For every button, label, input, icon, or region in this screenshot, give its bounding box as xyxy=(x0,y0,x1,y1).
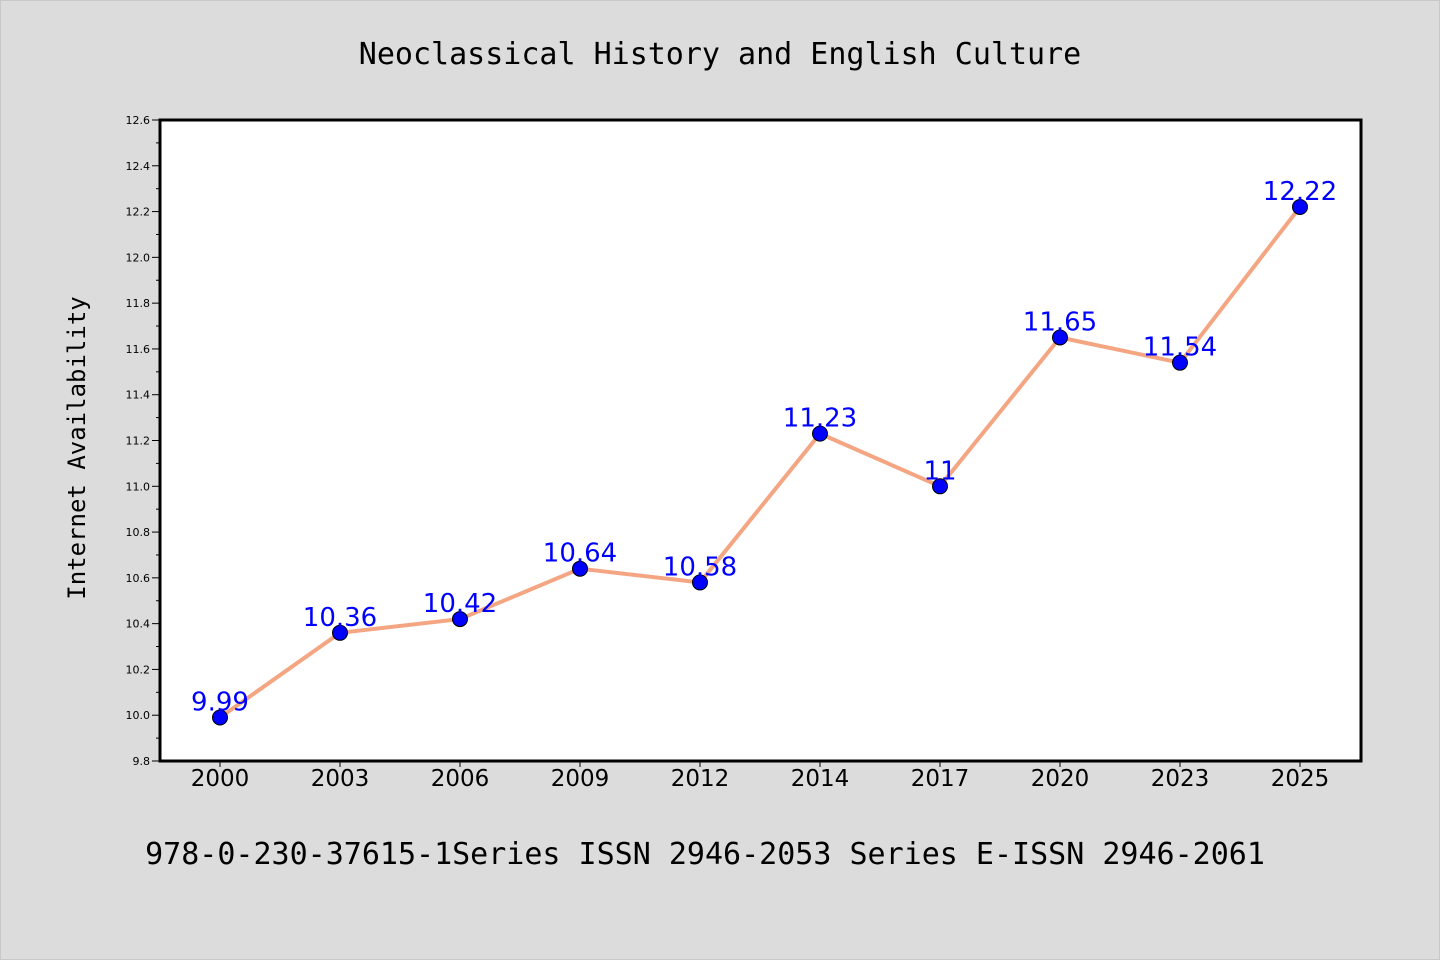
y-tick-label: 10.2 xyxy=(126,663,151,676)
x-tick-label: 2000 xyxy=(191,766,250,792)
data-value-label: 12.22 xyxy=(1263,177,1337,207)
data-point-marker xyxy=(572,560,588,577)
y-tick-label: 12.6 xyxy=(126,114,151,127)
data-markers xyxy=(212,198,1308,726)
data-point-marker xyxy=(1172,354,1188,371)
x-tick-label: 2006 xyxy=(431,766,490,792)
chart-title: Neoclassical History and English Culture xyxy=(359,37,1081,72)
series-line xyxy=(218,205,1302,720)
x-tick-label: 2020 xyxy=(1031,766,1090,792)
y-tick-label: 10.6 xyxy=(126,572,151,585)
plot-area xyxy=(158,118,1363,763)
x-tick-label: 2014 xyxy=(791,766,850,792)
x-tick-label: 2012 xyxy=(671,766,730,792)
y-axis-ticks: 9.8 10.0 10.2 10.4 10.6 10.8 11.0 11.2 11.4 11.6 1… xyxy=(126,114,160,768)
data-value-label: 11.65 xyxy=(1023,307,1097,337)
data-labels: 9.99 10.36 10.42 10.64 10.58 11.23 11 11.65 11.5… xyxy=(191,177,1337,718)
footer-isbn-text: 978-0-230-37615-1Series ISSN 2946-2053 S… xyxy=(145,837,1265,872)
series-polyline xyxy=(218,205,1302,720)
data-value-label: 10.42 xyxy=(423,589,497,619)
y-tick-label: 10.4 xyxy=(126,618,151,631)
data-value-label: 10.64 xyxy=(543,539,617,569)
data-point-marker xyxy=(212,709,228,726)
y-tick-label: 11.4 xyxy=(126,389,151,402)
x-tick-label: 2025 xyxy=(1271,766,1330,792)
y-tick-label: 11.8 xyxy=(126,297,151,310)
data-value-label: 10.36 xyxy=(303,603,377,633)
data-point-marker xyxy=(1292,198,1308,215)
data-point-marker xyxy=(692,574,708,591)
data-point-marker xyxy=(932,478,948,495)
y-axis-label: Internet Availability xyxy=(63,296,91,599)
data-value-label: 11 xyxy=(923,456,956,486)
x-tick-label: 2017 xyxy=(911,766,970,792)
y-tick-label: 10.0 xyxy=(126,709,151,722)
y-tick-label: 11.0 xyxy=(126,480,151,493)
y-tick-label: 12.4 xyxy=(126,160,151,173)
data-point-marker xyxy=(452,611,468,628)
data-value-label: 10.58 xyxy=(663,552,737,582)
x-tick-label: 2003 xyxy=(311,766,370,792)
y-tick-label: 12.0 xyxy=(126,251,151,264)
data-value-label: 11.54 xyxy=(1143,333,1217,363)
y-tick-label: 9.8 xyxy=(133,755,151,768)
x-tick-label: 2009 xyxy=(551,766,610,792)
x-axis-ticks: 2000 2003 2006 2009 2012 2014 2017 2020 2023 2025 xyxy=(191,761,1330,792)
data-point-marker xyxy=(332,624,348,641)
data-point-marker xyxy=(812,425,828,442)
y-tick-label: 11.2 xyxy=(126,435,151,448)
data-point-marker xyxy=(1052,329,1068,346)
data-value-label: 11.23 xyxy=(783,404,857,434)
x-tick-label: 2023 xyxy=(1151,766,1210,792)
y-tick-label: 11.6 xyxy=(126,343,151,356)
data-value-label: 9.99 xyxy=(191,688,249,718)
y-tick-label: 12.2 xyxy=(126,206,151,219)
y-tick-label: 10.8 xyxy=(126,526,151,539)
